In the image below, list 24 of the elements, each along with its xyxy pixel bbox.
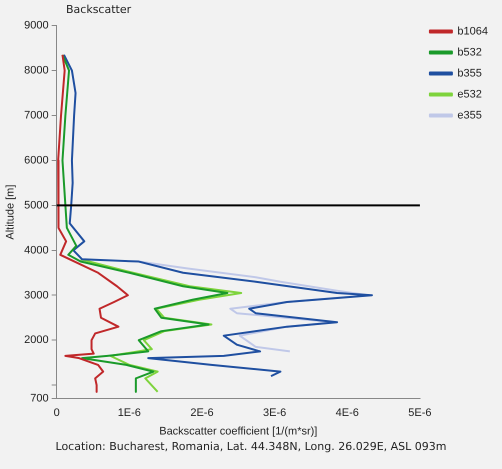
x-tick-label: 0 [54, 407, 60, 420]
x-tick-label: 4E-6 [336, 407, 359, 420]
y-tick-label: 8000 [24, 64, 49, 77]
x-tick-label: 5E-6 [408, 407, 432, 420]
text: Location: Bucharest, Romania, Lat. 44.348N, Long. 26.029E, ASL 093m [54, 440, 448, 453]
y-axis-title: Altitude [m] [4, 184, 17, 240]
x-axis-title: Backscatter coefficient [1/(m*sr)] [159, 425, 318, 438]
y-tick-label: 7000 [24, 110, 49, 122]
y-tick-label: 6000 [24, 154, 49, 166]
legend-label: e532 [457, 88, 482, 101]
y-tick-label: 4000 [24, 244, 49, 256]
y-tick-label: 5000 [24, 199, 49, 212]
legend-label: b1064 [457, 26, 488, 38]
y-tick-label: 3000 [24, 289, 49, 302]
legend-label: b532 [457, 46, 482, 59]
y-tick-label: 9000 [24, 20, 49, 32]
x-tick-label: 2E-6 [190, 407, 214, 420]
x-tick-label: 3E-6 [262, 407, 286, 420]
y-tick-label: 700 [30, 392, 49, 405]
x-tick-label: 1E-6 [118, 407, 141, 420]
chart-title: Backscatter [66, 3, 132, 16]
legend-label: e355 [457, 110, 482, 122]
y-tick-label: 2000 [24, 334, 49, 346]
legend-label: b355 [457, 68, 482, 80]
